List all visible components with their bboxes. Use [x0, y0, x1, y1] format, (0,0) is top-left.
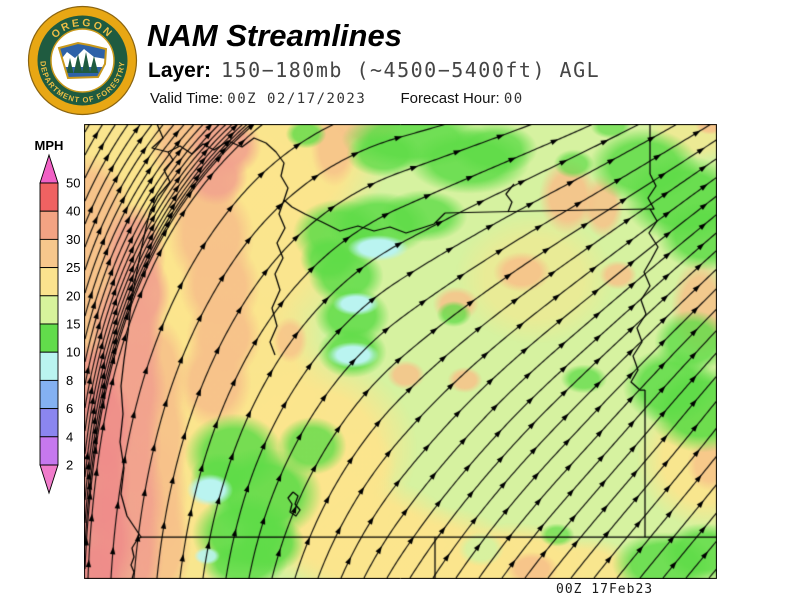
svg-text:4: 4: [66, 429, 73, 444]
wind-speed-legend: MPH 50 40 30 25 20 15 10 8 6 4 2: [35, 138, 80, 495]
layer-label: Layer:: [148, 59, 212, 82]
streamline-map: [84, 124, 717, 579]
svg-text:6: 6: [66, 401, 73, 416]
layer-value: 150−180mb (~4500−5400ft) AGL: [221, 58, 601, 82]
odf-logo: OREGON DEPARTMENT OF FORESTRY: [27, 5, 138, 116]
svg-text:2: 2: [66, 458, 73, 473]
forecast-hour-label: Forecast Hour:: [400, 90, 500, 107]
svg-text:20: 20: [66, 288, 80, 303]
state-emblem: [57, 41, 108, 80]
svg-text:MPH: MPH: [35, 138, 64, 153]
svg-text:8: 8: [66, 373, 73, 388]
page-title: NAM Streamlines: [147, 18, 402, 53]
svg-text:15: 15: [66, 317, 80, 332]
valid-time-value: 00Z 02/17/2023: [227, 91, 367, 107]
layer-line: Layer: 150−180mb (~4500−5400ft) AGL: [148, 58, 600, 83]
svg-text:40: 40: [66, 204, 80, 219]
valid-time-label: Valid Time:: [150, 90, 224, 107]
svg-text:25: 25: [66, 260, 80, 275]
valid-time-line: Valid Time: 00Z 02/17/2023 Forecast Hour…: [150, 90, 524, 107]
forecast-hour-value: 00: [503, 91, 524, 107]
map-timestamp: 00Z 17Feb23: [556, 582, 654, 597]
svg-text:50: 50: [66, 176, 80, 191]
svg-text:10: 10: [66, 345, 80, 360]
svg-text:30: 30: [66, 232, 80, 247]
